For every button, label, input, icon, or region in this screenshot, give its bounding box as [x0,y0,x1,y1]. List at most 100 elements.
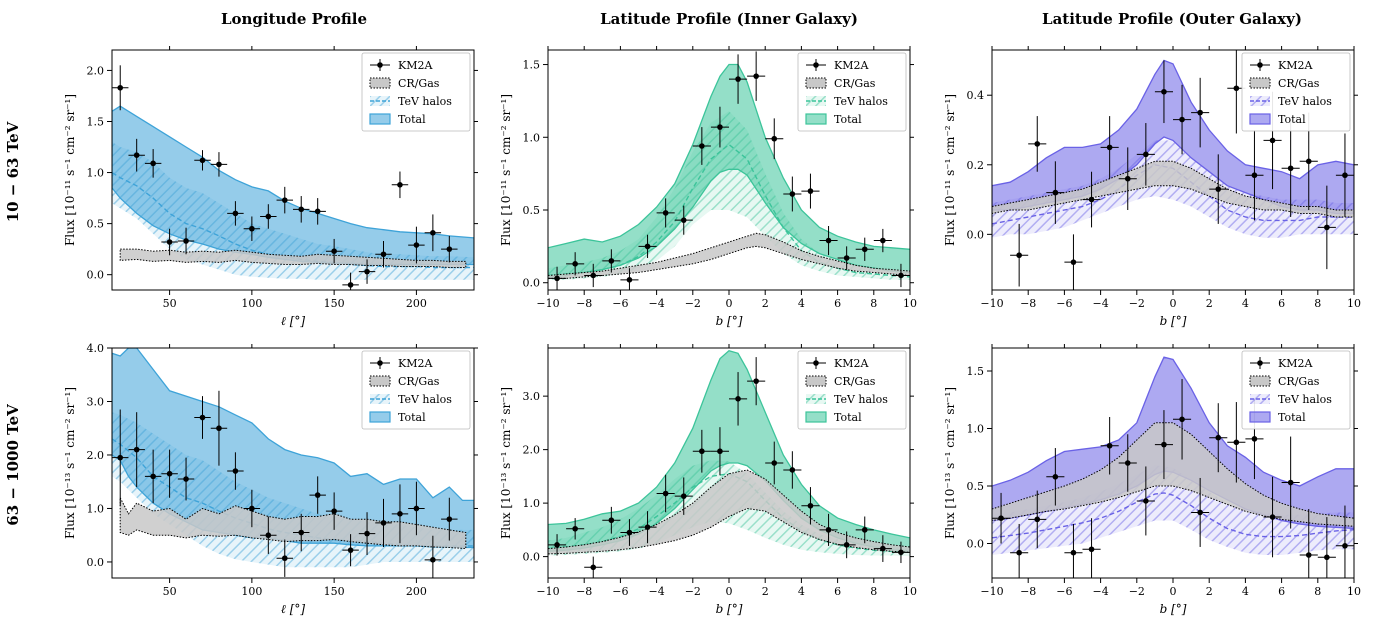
x-tick-label: −6 [612,297,628,310]
x-tick-label: 2 [1206,585,1213,598]
col-title-inner-galaxy: Latitude Profile (Inner Galaxy) [600,10,858,28]
y-tick-label: 2.0 [523,444,541,457]
legend-label-km2a: KM2A [1278,59,1313,72]
x-tick-label: −2 [685,585,701,598]
axes-frame [111,49,475,291]
km2a-point [1335,505,1354,578]
km2a-marker [150,160,156,167]
km2a-marker [281,197,288,203]
legend-box [797,52,907,132]
y-tick-label: 3.0 [523,390,541,403]
legend-gas-swatch [369,77,391,89]
km2a-point [161,228,178,256]
km2a-point [747,357,766,406]
y-tick-label: 0.0 [523,551,541,564]
x-tick-label: 6 [834,585,841,598]
km2a-point [819,513,838,546]
km2a-point [243,489,261,528]
legend-label-km2a: KM2A [834,357,869,370]
km2a-point [1082,171,1101,228]
km2a-marker [133,446,140,453]
km2a-point [408,481,425,536]
km2a-point [358,259,376,284]
km2a-marker [314,208,321,215]
km2a-point [375,240,392,268]
km2a-point [177,227,195,255]
tev-halo-band [992,465,1354,555]
km2a-point [210,390,228,466]
km2a-point [128,138,145,172]
km2a-point [424,214,442,252]
legend-km2a-marker [813,360,819,366]
km2a-marker [717,448,723,455]
km2a-point [747,51,766,101]
legend-total-swatch [369,411,391,423]
km2a-marker [430,557,436,563]
km2a-point [548,534,567,556]
km2a-point [227,201,244,226]
x-tick-label: 150 [324,297,345,310]
km2a-marker [1124,460,1131,466]
km2a-marker [843,542,850,548]
legend-gas-swatch [1249,77,1271,89]
panel-2: −10 −8 −6 −4 −2 0 2 4 6 8 10 0.0 0.5 1.0 1.5 b [°] Flux … [499,46,917,328]
km2a-marker [644,524,651,530]
y-tick-label: 0.2 [967,159,985,172]
km2a-point [325,492,343,530]
km2a-marker [331,248,337,254]
km2a-point [765,441,784,485]
km2a-marker [397,182,403,188]
km2a-marker [807,502,814,509]
km2a-point [1154,410,1173,480]
x-tick-label: −2 [685,297,701,310]
km2a-point [1100,417,1119,475]
legend: KM2A CR/Gas TeV halos Total [797,350,907,430]
x-tick-label: 0 [726,297,733,310]
x-tick-label: −10 [536,297,559,310]
km2a-point [1191,477,1210,547]
plot-area [548,349,910,578]
km2a-point [620,268,639,290]
km2a-point [1227,402,1246,483]
y-tick-label: 0.5 [967,480,985,493]
km2a-point [656,474,675,513]
km2a-point [1263,476,1282,558]
y-tick-label: 2.0 [87,64,105,77]
x-axis-label: b [°] [716,314,743,328]
legend-total-swatch [805,411,827,423]
km2a-point [620,519,639,546]
legend-total-swatch [1249,113,1271,125]
x-tick-label: 6 [1278,585,1285,598]
legend-label-total: Total [398,411,426,424]
legend: KM2A CR/Gas TeV halos Total [1241,52,1351,132]
x-tick-label: −6 [1056,297,1072,310]
legend-label-km2a: KM2A [834,59,869,72]
km2a-point [391,484,409,544]
x-tick-label: 4 [798,297,805,310]
km2a-point [855,516,874,544]
km2a-point [194,396,211,439]
x-tick-label: 6 [834,297,841,310]
x-tick-label: −6 [1056,585,1072,598]
km2a-marker [843,255,850,261]
legend-km2a-marker [813,62,819,68]
km2a-point [128,412,145,488]
km2a-marker [1088,546,1095,553]
x-tick-label: 8 [870,297,877,310]
km2a-marker [608,517,615,524]
y-axis-label: Flux [10⁻¹³ s⁻¹ cm⁻² sr⁻¹] [943,387,957,539]
km2a-marker [314,492,321,498]
km2a-marker [216,161,222,168]
panel-6: −10 −8 −6 −4 −2 0 2 4 6 8 10 0.0 0.5 1.0 1.5 b [°] Flux … [943,344,1361,616]
km2a-marker [825,237,832,244]
x-tick-label: 100 [241,585,262,598]
km2a-marker [861,527,868,533]
km2a-point [1173,84,1192,155]
km2a-marker [166,470,173,477]
km2a-point [801,173,820,209]
km2a-point [1118,147,1137,210]
legend-label-tev-halos: TeV halos [834,393,888,406]
cr-gas-band [119,497,467,550]
y-tick-label: 1.0 [523,497,541,510]
km2a-marker [1324,224,1330,231]
